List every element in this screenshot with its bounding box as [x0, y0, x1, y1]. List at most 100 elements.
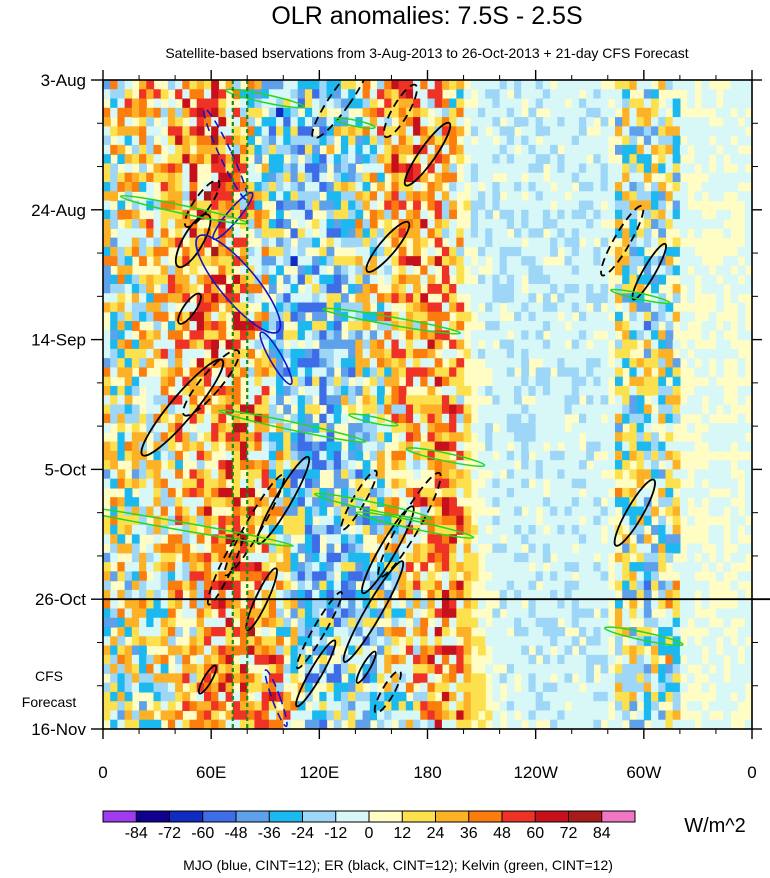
- anomaly-cell: [434, 636, 443, 647]
- anomaly-cell: [369, 89, 378, 100]
- anomaly-cell: [304, 636, 313, 647]
- anomaly-cell: [384, 432, 393, 443]
- anomaly-cell: [103, 478, 111, 489]
- anomaly-cell: [348, 460, 356, 470]
- anomaly-cell: [514, 589, 522, 600]
- anomaly-cell: [607, 450, 616, 461]
- anomaly-cell: [131, 599, 140, 610]
- anomaly-cell: [485, 274, 493, 285]
- anomaly-cell: [651, 580, 659, 591]
- anomaly-cell: [189, 608, 198, 619]
- anomaly-cell: [564, 311, 573, 322]
- anomaly-cell: [701, 144, 710, 155]
- anomaly-cell: [636, 719, 645, 729]
- anomaly-cell: [110, 460, 119, 470]
- anomaly-cell: [232, 135, 241, 146]
- anomaly-cell: [175, 571, 183, 582]
- anomaly-cell: [276, 673, 284, 684]
- anomaly-cell: [225, 228, 234, 239]
- anomaly-cell: [708, 404, 717, 415]
- anomaly-cell: [485, 200, 493, 211]
- anomaly-cell: [470, 636, 479, 647]
- anomaly-cell: [203, 89, 212, 100]
- anomaly-cell: [240, 682, 248, 693]
- anomaly-cell: [550, 321, 558, 331]
- anomaly-cell: [261, 478, 270, 489]
- anomaly-cell: [146, 543, 155, 554]
- anomaly-cell: [629, 107, 638, 118]
- anomaly-cell: [362, 589, 371, 600]
- anomaly-cell: [492, 311, 501, 322]
- anomaly-cell: [110, 710, 119, 721]
- anomaly-cell: [146, 673, 155, 684]
- anomaly-cell: [499, 135, 508, 146]
- anomaly-cell: [384, 376, 393, 387]
- anomaly-cell: [441, 710, 450, 721]
- anomaly-cell: [391, 552, 400, 563]
- anomaly-cell: [550, 348, 558, 359]
- anomaly-cell: [175, 358, 183, 369]
- anomaly-cell: [600, 515, 609, 526]
- anomaly-cell: [420, 664, 429, 674]
- anomaly-cell: [261, 126, 270, 137]
- chart-title: OLR anomalies: 7.5S - 2.5S: [271, 2, 582, 30]
- anomaly-cell: [377, 311, 385, 322]
- anomaly-cell: [535, 710, 544, 721]
- anomaly-cell: [355, 274, 364, 285]
- anomaly-cell: [175, 200, 183, 211]
- anomaly-cell: [340, 701, 349, 712]
- anomaly-cell: [247, 627, 256, 637]
- anomaly-cell: [600, 209, 609, 220]
- anomaly-cell: [326, 237, 335, 248]
- anomaly-cell: [319, 599, 328, 610]
- anomaly-cell: [232, 395, 241, 406]
- anomaly-cell: [340, 534, 349, 545]
- anomaly-cell: [636, 358, 645, 369]
- anomaly-cell: [651, 673, 659, 684]
- anomaly-cell: [730, 525, 739, 535]
- anomaly-cell: [182, 219, 191, 229]
- anomaly-cell: [312, 719, 320, 729]
- anomaly-cell: [254, 404, 263, 415]
- anomaly-cell: [153, 330, 162, 341]
- anomaly-cell: [672, 701, 681, 712]
- anomaly-cell: [153, 589, 162, 600]
- anomaly-cell: [542, 413, 551, 424]
- anomaly-cell: [225, 107, 234, 118]
- anomaly-cell: [175, 543, 183, 554]
- anomaly-cell: [535, 645, 544, 656]
- anomaly-cell: [240, 265, 248, 276]
- anomaly-cell: [153, 691, 162, 702]
- anomaly-cell: [124, 358, 133, 369]
- anomaly-cell: [103, 348, 111, 359]
- anomaly-cell: [651, 181, 659, 192]
- anomaly-cell: [247, 608, 256, 619]
- anomaly-cell: [658, 664, 667, 674]
- anomaly-cell: [651, 599, 659, 610]
- anomaly-cell: [535, 691, 544, 702]
- anomaly-cell: [268, 599, 277, 610]
- anomaly-cell: [550, 107, 558, 118]
- anomaly-cell: [622, 191, 631, 202]
- anomaly-cell: [276, 627, 284, 637]
- anomaly-cell: [535, 98, 544, 109]
- anomaly-cell: [110, 691, 119, 702]
- anomaly-cell: [225, 691, 234, 702]
- anomaly-cell: [377, 191, 385, 202]
- anomaly-cell: [643, 321, 652, 331]
- anomaly-cell: [578, 571, 587, 582]
- anomaly-cell: [203, 701, 212, 712]
- anomaly-cell: [535, 237, 544, 248]
- anomaly-cell: [665, 404, 674, 415]
- anomaly-cell: [528, 691, 537, 702]
- anomaly-cell: [427, 719, 436, 729]
- anomaly-cell: [225, 608, 234, 619]
- anomaly-cell: [643, 469, 652, 480]
- anomaly-cell: [636, 154, 645, 165]
- anomaly-cell: [629, 200, 638, 211]
- anomaly-cell: [110, 191, 119, 202]
- anomaly-cell: [182, 376, 191, 387]
- anomaly-cell: [139, 126, 147, 137]
- anomaly-cell: [715, 385, 724, 396]
- anomaly-cell: [715, 719, 724, 729]
